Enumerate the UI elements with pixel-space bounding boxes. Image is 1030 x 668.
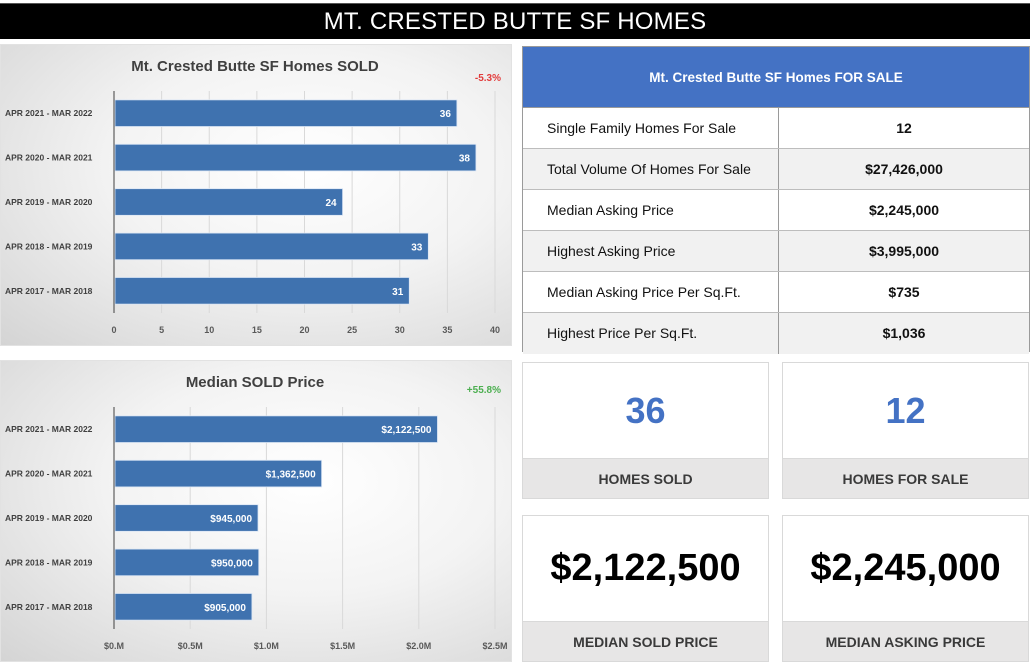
row-label: Total Volume Of Homes For Sale [523, 149, 779, 189]
kpi-homes-for-sale: 12 HOMES FOR SALE [782, 362, 1029, 499]
bar [114, 548, 260, 577]
data-label: 38 [459, 154, 471, 165]
chart-title: Mt. Crested Butte SF Homes SOLD [131, 58, 379, 75]
x-tick-label: 35 [442, 325, 452, 335]
category-label: APR 2017 - MAR 2018 [5, 602, 93, 612]
category-label: APR 2021 - MAR 2022 [5, 424, 93, 434]
bar [114, 143, 477, 172]
page-banner-title: MT. CRESTED BUTTE SF HOMES [0, 3, 1030, 39]
kpi-value: $2,122,500 [550, 547, 741, 589]
table-row: Total Volume Of Homes For Sale $27,426,0… [523, 149, 1029, 190]
chart-change-label: -5.3% [475, 73, 501, 84]
row-value: $2,245,000 [868, 202, 940, 218]
data-label: 24 [325, 198, 337, 209]
data-label: 31 [392, 287, 404, 298]
table-row: Highest Price Per Sq.Ft. $1,036 [523, 313, 1029, 354]
kpi-label: HOMES SOLD [523, 458, 768, 498]
for-sale-table: Mt. Crested Butte SF Homes FOR SALE Sing… [522, 46, 1030, 354]
kpi-median-sold-price: $2,122,500 MEDIAN SOLD PRICE [522, 515, 769, 662]
bar [114, 232, 429, 261]
kpi-homes-sold: 36 HOMES SOLD [522, 362, 769, 499]
row-label: Median Asking Price [523, 190, 779, 230]
homes-sold-chart-svg: Mt. Crested Butte SF Homes SOLD -5.3% 0 5 10… [5, 58, 501, 335]
median-sold-price-chart: Median SOLD Price +55.8% $0.M $0.5M $1.0M $1.… [0, 360, 512, 662]
category-label: APR 2019 - MAR 2020 [5, 513, 93, 523]
table-row: Highest Asking Price $3,995,000 [523, 231, 1029, 272]
chart-change-label: +55.8% [467, 385, 501, 396]
row-label: Single Family Homes For Sale [523, 108, 779, 148]
bar [114, 188, 344, 216]
category-label: APR 2018 - MAR 2019 [5, 557, 93, 567]
table-row: Median Asking Price Per Sq.Ft. $735 [523, 272, 1029, 313]
row-value: $1,036 [882, 325, 926, 341]
x-tick-label: 20 [299, 325, 309, 335]
kpi-label: MEDIAN SOLD PRICE [523, 621, 768, 661]
category-label: APR 2021 - MAR 2022 [5, 108, 93, 118]
kpi-value: $2,245,000 [810, 547, 1001, 589]
row-label: Median Asking Price Per Sq.Ft. [523, 272, 779, 312]
category-label: APR 2020 - MAR 2021 [5, 469, 93, 479]
x-tick-label: $1.0M [254, 641, 279, 651]
data-label: $945,000 [210, 514, 252, 525]
x-tick-label: 25 [347, 325, 357, 335]
x-tick-label: $2.5M [482, 641, 507, 651]
bar [114, 99, 458, 127]
x-tick-label: $0.M [104, 641, 124, 651]
x-tick-label: $0.5M [178, 641, 203, 651]
x-tick-label: 15 [252, 325, 262, 335]
data-label: 36 [440, 109, 452, 120]
row-value: $27,426,000 [865, 161, 943, 177]
kpi-value: 12 [885, 389, 926, 431]
x-tick-label: 0 [111, 325, 116, 335]
x-tick-label: 30 [395, 325, 405, 335]
bar [114, 415, 438, 443]
kpi-median-asking-price: $2,245,000 MEDIAN ASKING PRICE [782, 515, 1029, 662]
table-row: Median Asking Price $2,245,000 [523, 190, 1029, 231]
bar [114, 277, 410, 305]
kpi-value: 36 [625, 389, 666, 431]
table-row: Single Family Homes For Sale 12 [523, 108, 1029, 149]
category-label: APR 2017 - MAR 2018 [5, 286, 93, 296]
x-tick-label: $1.5M [330, 641, 355, 651]
x-tick-label: 40 [490, 325, 500, 335]
data-label: $1,362,500 [266, 470, 316, 481]
category-label: APR 2018 - MAR 2019 [5, 241, 93, 251]
data-label: $905,000 [204, 603, 246, 614]
data-label: 33 [411, 242, 423, 253]
x-tick-label: $2.0M [406, 641, 431, 651]
row-value: $735 [888, 284, 920, 300]
median-sold-price-chart-svg: Median SOLD Price +55.8% $0.M $0.5M $1.0M $1.… [5, 374, 508, 651]
bar [114, 504, 259, 532]
x-tick-label: 10 [204, 325, 214, 335]
category-label: APR 2020 - MAR 2021 [5, 153, 93, 163]
kpi-label: MEDIAN ASKING PRICE [783, 621, 1028, 661]
data-label: $950,000 [211, 558, 253, 569]
chart-title: Median SOLD Price [186, 374, 324, 391]
category-label: APR 2019 - MAR 2020 [5, 197, 93, 207]
for-sale-table-title: Mt. Crested Butte SF Homes FOR SALE [523, 47, 1029, 108]
homes-sold-chart: Mt. Crested Butte SF Homes SOLD -5.3% 0 5 10… [0, 44, 512, 346]
bar [114, 593, 253, 621]
data-label: $2,122,500 [381, 425, 431, 436]
row-label: Highest Asking Price [523, 231, 779, 271]
row-value: 12 [896, 120, 912, 136]
x-tick-label: 5 [159, 325, 164, 335]
kpi-label: HOMES FOR SALE [783, 458, 1028, 498]
row-label: Highest Price Per Sq.Ft. [523, 313, 779, 354]
row-value: $3,995,000 [868, 243, 940, 259]
bar [114, 459, 323, 488]
